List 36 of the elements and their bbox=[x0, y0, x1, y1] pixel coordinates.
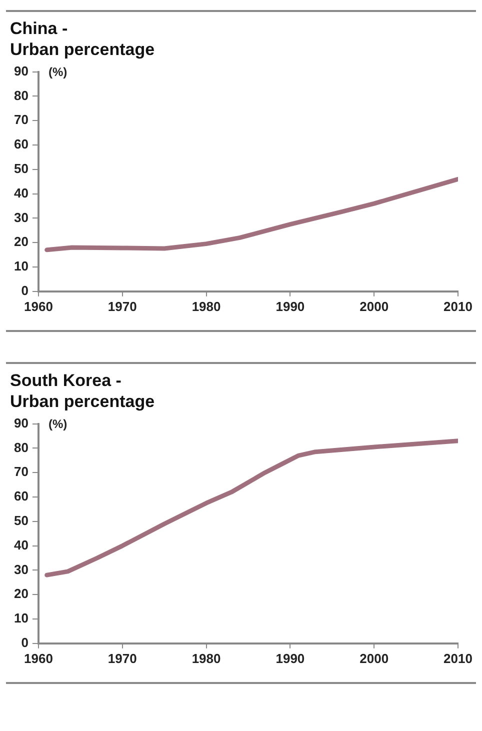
y-tick-label: 90 bbox=[14, 415, 28, 430]
y-tick-label: 10 bbox=[14, 258, 28, 274]
y-tick-label: 40 bbox=[14, 537, 28, 552]
chart-title: South Korea - Urban percentage bbox=[9, 370, 156, 412]
x-tick-label: 1970 bbox=[108, 650, 137, 666]
y-tick-label: 70 bbox=[14, 112, 28, 128]
y-tick-label: 30 bbox=[14, 210, 28, 225]
y-tick-label: 80 bbox=[14, 88, 28, 103]
x-tick-label: 1980 bbox=[192, 298, 221, 314]
y-axis-title: (%) bbox=[48, 65, 68, 80]
y-tick-label: 40 bbox=[14, 185, 28, 200]
x-tick-label: 2000 bbox=[360, 298, 389, 314]
x-tick-label: 2010 bbox=[444, 650, 472, 666]
y-tick-label: 60 bbox=[14, 136, 28, 152]
y-tick-label: 0 bbox=[21, 282, 28, 298]
y-tick-label: 50 bbox=[14, 160, 28, 176]
x-tick-label: 1960 bbox=[24, 298, 53, 314]
y-tick-label: 70 bbox=[14, 464, 28, 480]
x-tick-label: 2000 bbox=[360, 650, 389, 666]
y-tick-label: 30 bbox=[14, 562, 28, 577]
x-tick-label: 2010 bbox=[444, 298, 472, 314]
y-tick-label: 90 bbox=[14, 63, 28, 78]
y-tick-label: 80 bbox=[14, 440, 28, 455]
x-tick-label: 1970 bbox=[108, 298, 137, 314]
x-tick-label: 1980 bbox=[192, 650, 221, 666]
y-tick-label: 20 bbox=[14, 586, 28, 602]
y-tick-label: 50 bbox=[14, 512, 28, 528]
y-tick-label: 10 bbox=[14, 610, 28, 626]
y-tick-label: 20 bbox=[14, 234, 28, 250]
x-tick-label: 1990 bbox=[276, 298, 305, 314]
x-tick-label: 1990 bbox=[276, 650, 305, 666]
y-tick-label: 0 bbox=[21, 634, 28, 650]
chart-title: China - Urban percentage bbox=[9, 18, 156, 60]
y-tick-label: 60 bbox=[14, 488, 28, 504]
x-tick-label: 1960 bbox=[24, 650, 53, 666]
y-axis-title: (%) bbox=[48, 417, 68, 432]
